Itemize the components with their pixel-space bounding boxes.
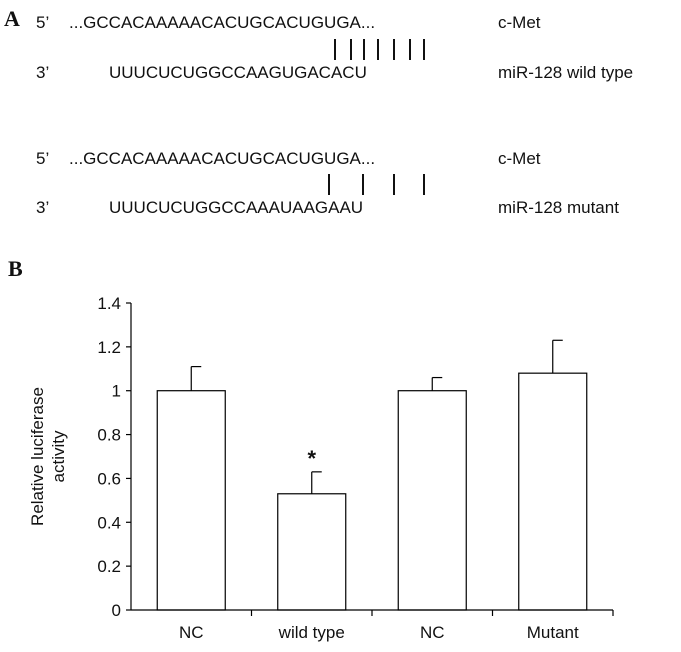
base-pair-line — [350, 39, 352, 60]
mutant-mirna-prime: 3’ — [36, 198, 50, 217]
x-tick-label: NC — [420, 623, 445, 642]
y-axis-label-line: activity — [49, 430, 68, 482]
bar — [277, 493, 347, 611]
mutant-target-name: c-Met — [498, 149, 541, 168]
x-axis-ticks: NC wild type NC Mutant — [179, 610, 614, 642]
wild-type-mirna-sequence: UUUCUCUGGCCAAGUGACACU — [109, 63, 367, 82]
y-tick-label: 0.8 — [97, 426, 121, 445]
y-axis-label: Relative luciferase activity — [28, 387, 68, 526]
panel-a-label: A — [4, 6, 20, 31]
x-tick-label: wild type — [278, 623, 345, 642]
x-tick-label: Mutant — [527, 623, 579, 642]
base-pair-line — [423, 174, 425, 195]
wild-type-target-name: c-Met — [498, 13, 541, 32]
mutant-mirna-name: miR-128 mutant — [498, 198, 619, 217]
base-pair-line — [393, 174, 395, 195]
y-axis-ticks: 0 0.2 0.4 0.6 0.8 1 1.2 1.4 — [97, 294, 131, 620]
wild-type-target-sequence: ...GCCACAAAAACACUGCACUGUGA... — [69, 13, 376, 32]
base-pair-line — [393, 39, 395, 60]
wild-type-mirna-name: miR-128 wild type — [498, 63, 634, 82]
y-tick-label: 0.2 — [97, 557, 121, 576]
y-tick-label: 0.6 — [97, 469, 121, 488]
significance-marker: * — [307, 446, 316, 471]
base-pair-line — [377, 39, 379, 60]
base-pair-line — [362, 174, 364, 195]
wild-type-target-prime: 5’ — [36, 13, 50, 32]
y-axis-label-line: Relative luciferase — [28, 387, 47, 526]
base-pair-line — [334, 39, 336, 60]
bar — [518, 372, 588, 611]
y-tick-label: 1.4 — [97, 294, 121, 313]
mutant-target-sequence: ...GCCACAAAAACACUGCACUGUGA... — [69, 149, 376, 168]
mutant-mirna-sequence: UUUCUCUGGCCAAAUAAGAAU — [109, 198, 364, 217]
x-tick-label: NC — [179, 623, 204, 642]
y-tick-label: 0.4 — [97, 513, 121, 532]
y-tick-label: 1.2 — [97, 338, 121, 357]
y-tick-label: 1 — [112, 382, 121, 401]
bar — [397, 390, 467, 611]
y-tick-label: 0 — [112, 601, 121, 620]
base-pair-line — [409, 39, 411, 60]
base-pair-line — [363, 39, 365, 60]
base-pair-line — [423, 39, 425, 60]
mutant-target-prime: 5’ — [36, 149, 50, 168]
bar — [156, 390, 226, 611]
panel-b-label: B — [8, 256, 23, 281]
base-pair-line — [328, 174, 330, 195]
wild-type-mirna-prime: 3’ — [36, 63, 50, 82]
bars: * — [156, 339, 588, 611]
